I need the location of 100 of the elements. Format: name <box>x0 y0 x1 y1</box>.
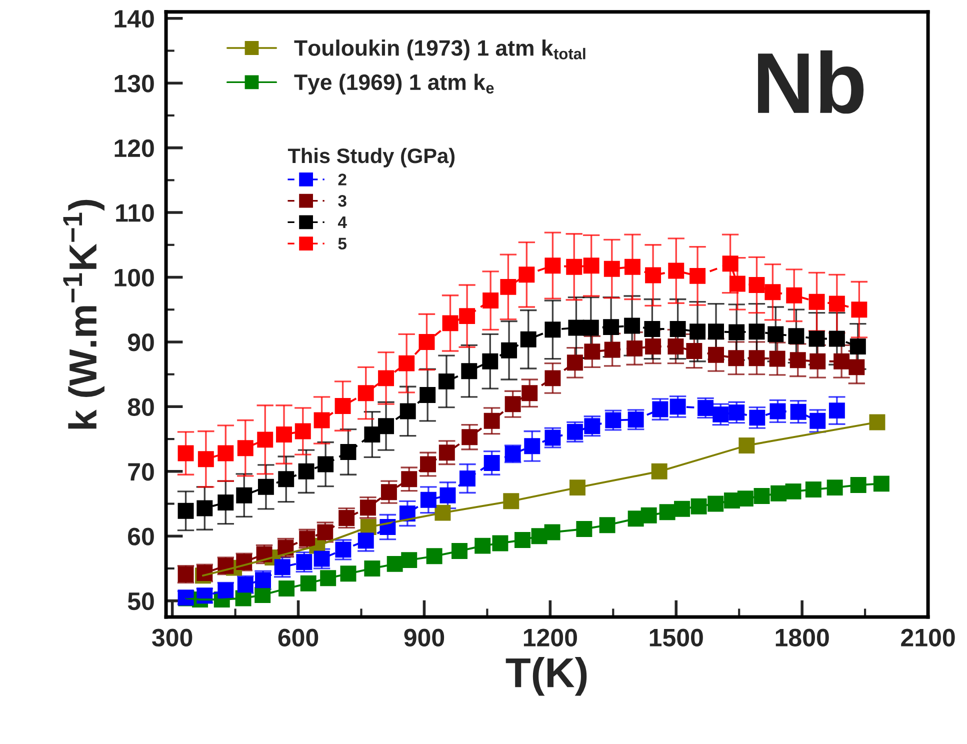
point <box>851 302 868 318</box>
point <box>401 471 418 488</box>
point <box>484 454 500 471</box>
point <box>749 410 766 426</box>
point <box>276 426 292 442</box>
point <box>504 396 521 412</box>
point <box>258 478 274 495</box>
point <box>360 500 376 516</box>
point <box>722 256 738 272</box>
point <box>583 258 600 274</box>
legend-label: Tye (1969) 1 atm k$_{e}$ <box>294 74 494 94</box>
y-tick-label: 110 <box>116 204 154 222</box>
y-tick-label: 130 <box>114 74 154 92</box>
point <box>298 463 314 480</box>
x-tick-label: 600 <box>278 628 318 646</box>
point <box>318 456 334 472</box>
point <box>624 318 640 334</box>
point <box>438 373 454 390</box>
point <box>378 418 394 434</box>
point <box>278 471 294 488</box>
point <box>626 340 643 356</box>
point <box>482 353 498 370</box>
point <box>338 510 355 526</box>
y-tick-label: 140 <box>114 10 154 28</box>
point <box>670 321 686 337</box>
point <box>708 324 724 340</box>
point <box>420 387 436 404</box>
point <box>748 324 765 340</box>
point <box>257 432 274 448</box>
point <box>848 359 865 376</box>
legend-label: 2 <box>338 174 346 186</box>
point <box>790 352 806 368</box>
x-axis-title: T(K) <box>506 656 587 696</box>
point <box>378 370 394 386</box>
point <box>668 338 684 354</box>
point <box>768 326 784 342</box>
point <box>712 406 729 422</box>
point <box>770 403 786 420</box>
point <box>442 315 458 332</box>
point <box>668 262 684 279</box>
point <box>828 330 845 347</box>
point <box>624 258 640 275</box>
point <box>728 404 745 420</box>
point <box>652 401 668 418</box>
legend-label: 5 <box>338 238 347 250</box>
point <box>218 445 234 462</box>
y-tick-label: 120 <box>114 139 154 158</box>
y-tick-label: 50 <box>128 592 154 610</box>
point <box>198 451 214 468</box>
point <box>582 320 599 336</box>
point <box>566 258 582 275</box>
y-tick-label: 80 <box>128 398 154 416</box>
point <box>873 476 890 492</box>
point <box>604 260 620 277</box>
annotation: Nb <box>758 50 864 114</box>
point <box>698 400 714 416</box>
point <box>218 494 234 510</box>
point <box>380 484 397 500</box>
point <box>828 402 845 419</box>
y-axis-title: k (W.m$^{−1}$K$^{−1}$) <box>63 200 104 429</box>
point <box>790 404 806 420</box>
point <box>418 334 435 350</box>
point <box>690 268 706 284</box>
point <box>728 324 745 340</box>
point <box>670 398 686 415</box>
point <box>500 278 516 295</box>
point <box>603 319 620 336</box>
point <box>869 414 886 430</box>
point <box>296 554 312 570</box>
x-tick-label: 1500 <box>650 628 703 646</box>
point <box>398 355 415 372</box>
y-tick-label: 100 <box>114 268 154 287</box>
x-tick-label: 300 <box>152 628 192 647</box>
point <box>400 403 416 420</box>
point <box>690 324 706 340</box>
point <box>524 438 540 454</box>
point <box>358 532 374 549</box>
point <box>686 343 702 360</box>
point <box>544 322 561 338</box>
point <box>482 292 499 309</box>
y-tick-label: 60 <box>128 528 154 546</box>
point <box>520 331 536 348</box>
point <box>196 500 213 516</box>
point <box>440 487 456 504</box>
x-tick-label: 1200 <box>524 628 577 646</box>
point <box>748 277 765 293</box>
x-tick-label: 2100 <box>901 628 955 646</box>
point <box>808 294 825 310</box>
point <box>420 456 436 472</box>
point <box>459 470 476 486</box>
point <box>334 398 351 414</box>
legend-label: 3 <box>338 194 346 207</box>
point <box>645 267 662 284</box>
legend-title: This Study (GPa) <box>288 148 455 168</box>
y-tick-label: 90 <box>128 334 154 352</box>
point <box>178 502 194 519</box>
point <box>237 440 254 456</box>
point <box>522 385 538 402</box>
x-tick-label: 1800 <box>776 628 829 646</box>
point <box>544 258 561 274</box>
